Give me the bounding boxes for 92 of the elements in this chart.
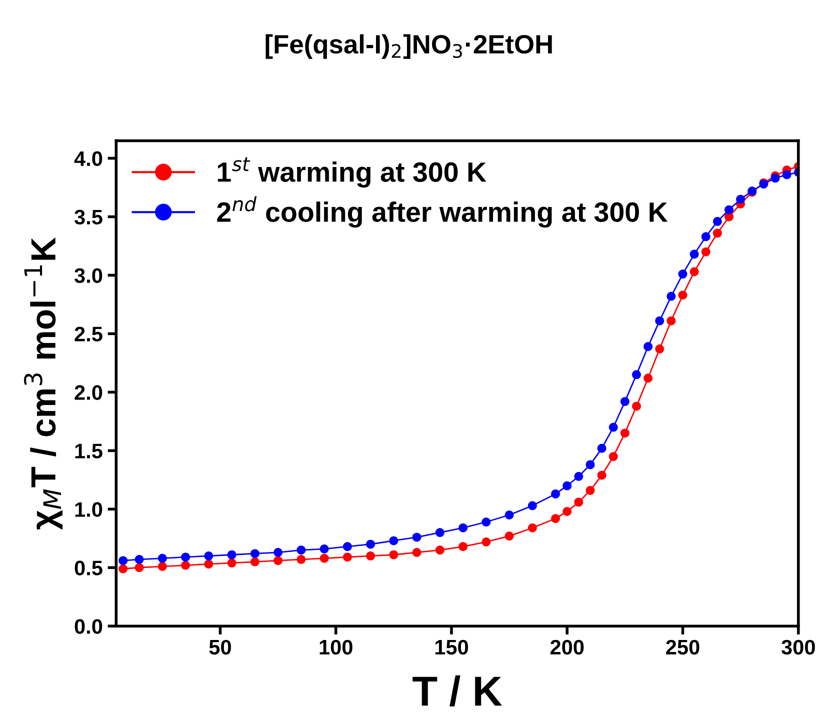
point	[504, 532, 514, 541]
point	[412, 548, 422, 557]
point	[435, 546, 444, 555]
point	[574, 472, 584, 481]
point	[701, 247, 710, 256]
x-tick-label: 250	[666, 640, 700, 655]
point	[690, 250, 699, 259]
point	[620, 428, 630, 438]
y-tick-label: 2.0	[74, 385, 102, 400]
legend-label: 2$^{nd}$ cooling after warming at 300 K	[217, 196, 668, 228]
point	[562, 481, 572, 490]
point	[435, 528, 444, 538]
y-tick-label: 4.0	[74, 151, 102, 166]
point	[412, 532, 422, 542]
point	[574, 498, 584, 507]
legend-label: 1$^{st}$ warming at 300 K	[218, 157, 486, 188]
point	[342, 552, 352, 562]
point	[389, 536, 398, 546]
point	[227, 558, 236, 568]
point	[597, 444, 606, 453]
point	[227, 550, 236, 560]
point	[250, 549, 260, 558]
point	[366, 540, 376, 549]
y-tick-label: 0.5	[74, 560, 102, 576]
x-tick-label: 300	[781, 640, 815, 655]
point	[701, 232, 710, 242]
x-tick-label: 50	[209, 640, 231, 655]
point	[712, 216, 722, 226]
point	[274, 548, 283, 557]
point	[458, 542, 468, 552]
point	[551, 514, 560, 524]
point	[118, 556, 128, 566]
point	[666, 292, 676, 301]
point	[389, 550, 398, 560]
point	[181, 552, 190, 562]
point	[551, 489, 560, 498]
point	[320, 554, 329, 563]
point	[586, 486, 595, 495]
point	[655, 316, 664, 326]
point	[158, 554, 167, 563]
point	[296, 546, 306, 555]
point	[366, 551, 376, 560]
point	[274, 556, 283, 566]
point	[644, 342, 653, 352]
point	[528, 523, 537, 532]
y-tick-label: 1.5	[75, 444, 102, 458]
point	[134, 563, 144, 572]
x-axis-title: T / K	[412, 675, 502, 706]
point	[655, 344, 664, 354]
point	[644, 374, 653, 383]
y-tick-label: 3.5	[74, 210, 102, 225]
y-tick-label: 0.0	[74, 619, 102, 634]
point	[134, 554, 144, 564]
point	[528, 501, 537, 510]
point	[204, 551, 214, 560]
point	[736, 194, 746, 204]
y-tick-label: 3.0	[74, 268, 102, 284]
point	[620, 397, 630, 406]
point	[458, 523, 468, 532]
point	[204, 560, 214, 569]
point	[562, 506, 572, 516]
point	[118, 564, 128, 574]
y-tick-label: 1.0	[75, 502, 102, 517]
y-axis-title: χ$_{M}$T / cm$^{3}$ mol$^{−1}$K	[24, 237, 63, 530]
point	[724, 205, 734, 214]
point	[320, 544, 329, 554]
point	[678, 290, 688, 300]
point	[782, 170, 792, 180]
point	[342, 542, 352, 552]
point	[586, 460, 595, 470]
x-tick-label: 100	[320, 640, 352, 655]
point	[632, 402, 642, 411]
point	[181, 560, 190, 570]
point	[608, 452, 618, 462]
point	[296, 554, 306, 564]
x-tick-label: 150	[435, 640, 468, 655]
point	[632, 370, 642, 380]
point	[158, 562, 167, 571]
y-tick-label: 2.5	[74, 326, 102, 342]
point	[482, 517, 491, 527]
x-tick-label: 200	[550, 640, 584, 655]
point	[770, 174, 780, 183]
point	[597, 470, 606, 480]
point	[690, 267, 699, 276]
point	[608, 422, 618, 432]
point	[666, 316, 676, 326]
point	[504, 510, 514, 520]
point	[482, 537, 491, 546]
point	[250, 557, 260, 566]
chart-title: [Fe(qsal-I)$_{2}$]NO$_{3}$·2EtOH	[266, 34, 552, 59]
point	[678, 270, 688, 279]
point	[712, 228, 722, 238]
